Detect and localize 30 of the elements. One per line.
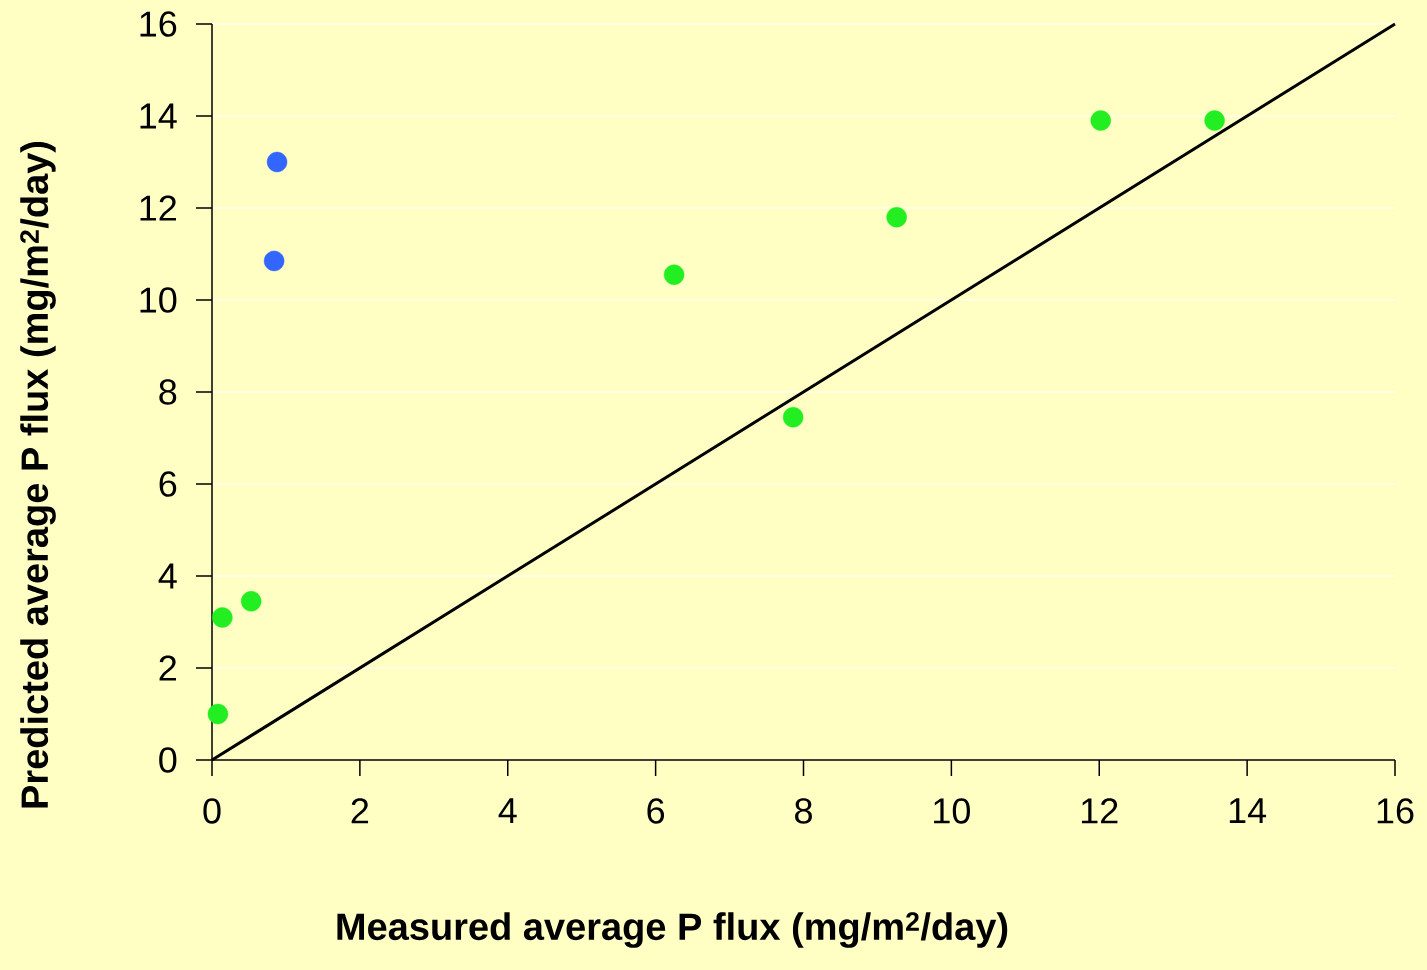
point (240, 591, 262, 612)
y-tick-label: 14 (140, 103, 177, 129)
point (266, 151, 288, 173)
y-tick-label: 0 (159, 747, 177, 773)
y-tick-label: 6 (159, 471, 177, 497)
x-axis-title: Measured average P flux (mg/m$^{2}$/day) (337, 912, 1008, 948)
point (212, 607, 233, 628)
point (663, 264, 685, 285)
x-tick-label: 10 (934, 798, 970, 824)
x-tick-label: 12 (1081, 798, 1118, 824)
y-axis-title: Predicted average P flux (mg/m$^{2}$/day) (20, 141, 56, 808)
x-tick-label: 2 (351, 798, 369, 824)
y-tick-label: 16 (140, 11, 177, 37)
x-tick-label: 6 (647, 798, 665, 824)
y-tick-label: 12 (140, 195, 176, 221)
x-tick-label: 16 (1377, 798, 1414, 824)
y-tick-label: 8 (159, 379, 177, 405)
x-tick-label: 8 (795, 798, 812, 824)
point (207, 703, 229, 725)
point (263, 250, 285, 272)
point (1090, 110, 1111, 131)
x-tick-label: 4 (498, 798, 517, 823)
x-tick-label: 0 (203, 798, 221, 824)
point (782, 407, 804, 428)
point (886, 207, 907, 228)
x-tick-label: 14 (1229, 798, 1267, 823)
y-tick-label: 10 (140, 287, 177, 313)
y-tick-label: 2 (159, 655, 176, 681)
y-tick-label: 4 (158, 563, 177, 589)
point (1204, 110, 1225, 131)
